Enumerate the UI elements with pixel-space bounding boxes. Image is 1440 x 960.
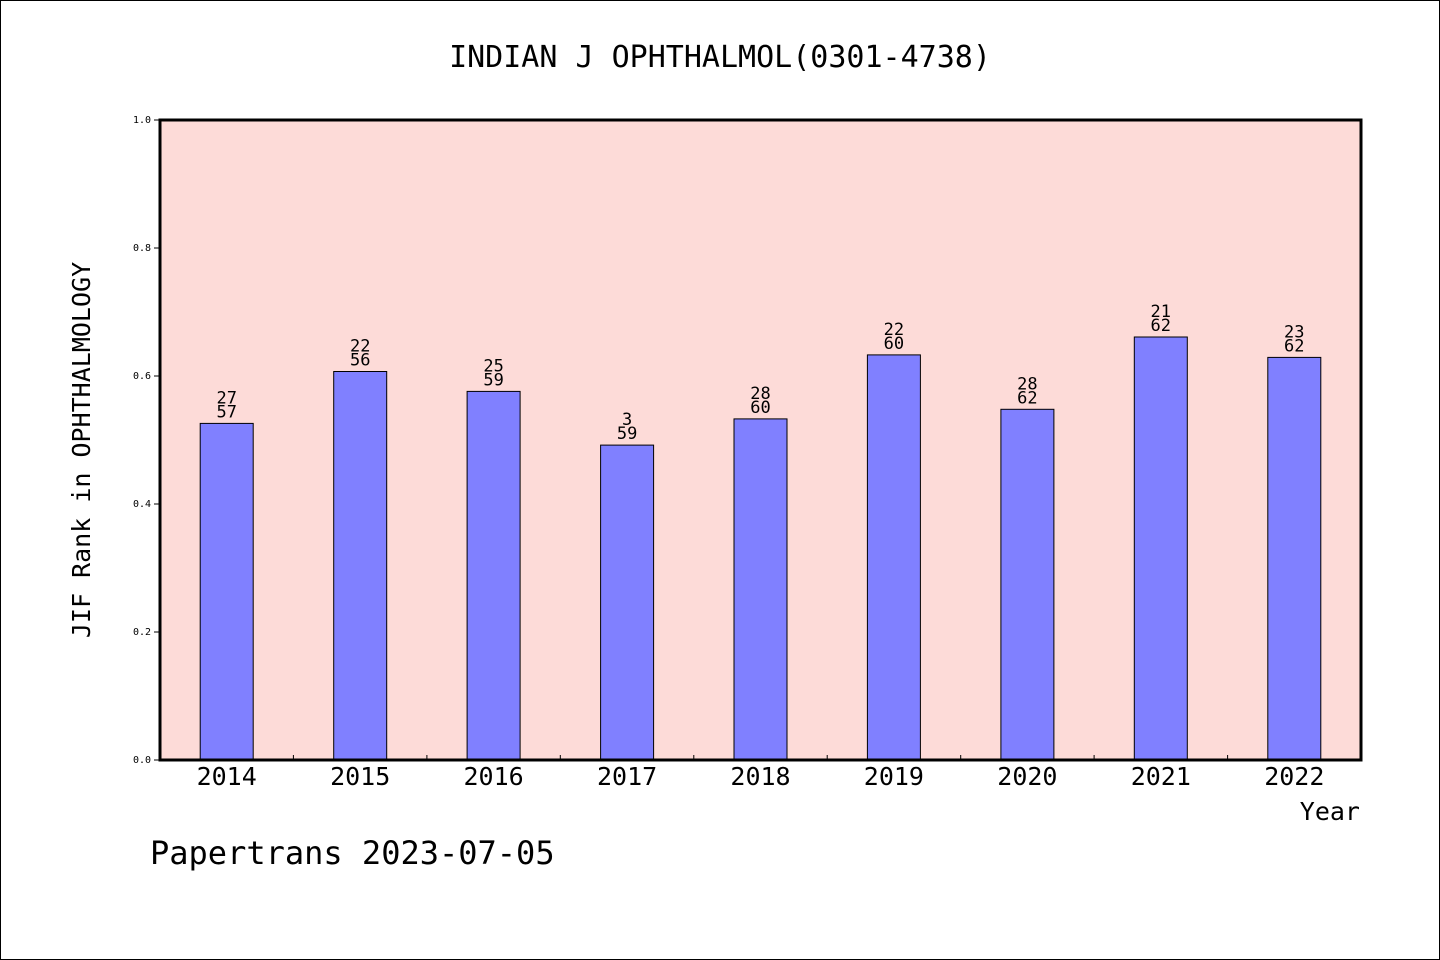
bar-rank-label: 28 (750, 384, 770, 404)
footer-credit: Papertrans 2023-07-05 (150, 834, 555, 872)
bar-rank-label: 27 (216, 388, 236, 408)
bar-2022 (1267, 356, 1322, 761)
x-tick-label: 2014 (197, 762, 257, 791)
bar-total-label: 62 (1151, 316, 1171, 336)
x-tick-label: 2018 (730, 762, 790, 791)
x-tick-label: 2020 (997, 762, 1057, 791)
x-tick-label: 2022 (1264, 762, 1324, 791)
y-tick-label: 0.0 (133, 755, 151, 766)
bar-total-label: 62 (1284, 336, 1304, 356)
x-tick-label: 2015 (330, 762, 390, 791)
y-tick-label: 0.2 (133, 627, 151, 638)
y-axis-label: JIF Rank in OPHTHALMOLOGY (67, 262, 96, 638)
y-ticks-group: 0.0 0.2 0.4 0.6 0.8 1.0 (133, 115, 160, 766)
bar-total-label: 59 (617, 424, 637, 444)
x-tick-label: 2017 (597, 762, 657, 791)
bar-2019 (866, 354, 921, 761)
x-tick-label: 2021 (1131, 762, 1191, 791)
x-axis-label: Year (1300, 797, 1360, 826)
bar-2020 (1000, 408, 1055, 761)
bar-rank-label: 23 (1284, 322, 1304, 342)
bar-total-label: 60 (884, 334, 904, 354)
bar-2015 (333, 371, 388, 761)
y-tick-label: 0.4 (133, 499, 151, 510)
bar-total-label: 57 (216, 402, 236, 422)
bar-total-label: 56 (350, 351, 370, 371)
bar-rank-label: 22 (350, 337, 370, 357)
y-tick-label: 0.8 (133, 243, 151, 254)
bar-2017 (600, 444, 655, 761)
bar-rank-label: 21 (1151, 302, 1171, 322)
bar-total-label: 62 (1017, 388, 1037, 408)
bar-2014 (199, 422, 254, 761)
x-ticks-group: 2014 2015 2016 2017 2018 2019 2020 2021 2022 (197, 755, 1324, 791)
bar-rank-label: 3 (622, 410, 632, 430)
bar-rank-label: 28 (1017, 374, 1037, 394)
bar-2021 (1133, 336, 1188, 761)
bar-2016 (466, 390, 521, 761)
bar-2018 (733, 418, 788, 761)
y-tick-label: 1.0 (133, 115, 151, 126)
plot-border (158, 118, 1363, 762)
y-tick-label: 0.6 (133, 371, 151, 382)
chart-title: INDIAN J OPHTHALMOL(0301-4738) (449, 40, 991, 75)
bar-rank-label: 22 (884, 320, 904, 340)
bar-total-label: 60 (750, 398, 770, 418)
x-tick-label: 2019 (864, 762, 924, 791)
bar-rank-label: 25 (483, 356, 503, 376)
bar-total-label: 59 (483, 370, 503, 390)
x-tick-label: 2016 (463, 762, 523, 791)
